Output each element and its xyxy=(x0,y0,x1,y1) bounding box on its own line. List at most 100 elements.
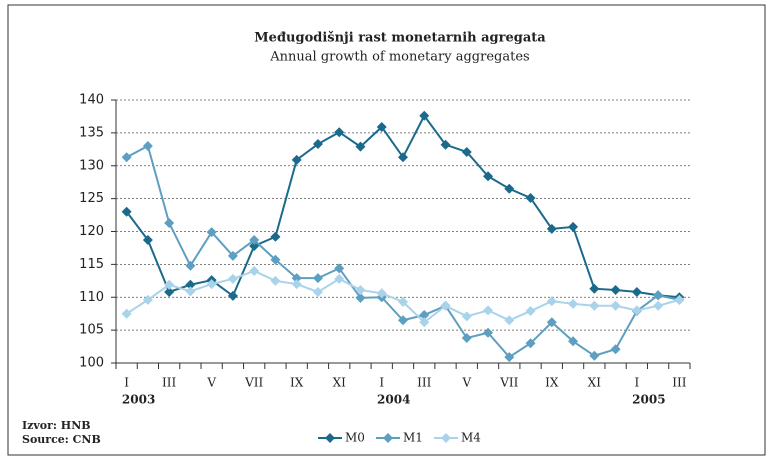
marker xyxy=(291,273,302,284)
marker xyxy=(355,285,366,296)
marker xyxy=(121,206,132,217)
x-tick-label: XI xyxy=(333,376,347,390)
x-tick-label: III xyxy=(417,376,431,390)
x-tick-label: V xyxy=(206,376,216,390)
marker xyxy=(546,317,557,328)
marker xyxy=(312,273,323,284)
legend-label: M4 xyxy=(461,431,481,445)
y-tick-label: 100 xyxy=(79,356,104,371)
marker xyxy=(461,333,472,344)
marker xyxy=(206,279,217,290)
x-tick-label: III xyxy=(672,376,686,390)
y-tick-label: 120 xyxy=(79,224,104,239)
marker xyxy=(142,294,153,305)
marker xyxy=(483,327,494,338)
series-line xyxy=(126,144,680,359)
marker xyxy=(589,283,600,294)
marker xyxy=(568,221,579,232)
marker xyxy=(334,263,345,274)
marker xyxy=(185,260,196,271)
year-label: 2003 xyxy=(122,393,155,407)
marker xyxy=(546,223,557,234)
marker xyxy=(227,250,238,261)
marker xyxy=(653,290,664,301)
marker xyxy=(631,305,642,316)
marker xyxy=(461,311,472,322)
marker xyxy=(164,279,175,290)
marker xyxy=(312,139,323,150)
marker xyxy=(142,235,153,246)
marker xyxy=(568,336,579,347)
marker xyxy=(483,305,494,316)
y-tick-label: 125 xyxy=(79,191,104,206)
marker xyxy=(164,217,175,228)
marker xyxy=(398,296,408,307)
marker xyxy=(610,344,621,355)
marker xyxy=(334,127,345,138)
series-line xyxy=(125,113,680,299)
y-tick-label: 115 xyxy=(79,257,104,272)
marker xyxy=(525,338,536,349)
marker xyxy=(355,141,366,152)
marker xyxy=(376,288,387,299)
legend-marker xyxy=(441,433,451,443)
x-tick-label: IX xyxy=(290,376,304,390)
x-tick-label: V xyxy=(461,376,471,390)
x-tick-label: IX xyxy=(545,376,559,390)
chart-title: Međugodišnji rast monetarnih agregata xyxy=(254,31,546,46)
legend-marker xyxy=(325,433,335,443)
marker xyxy=(461,146,472,157)
marker xyxy=(334,273,345,284)
marker xyxy=(419,310,430,321)
marker xyxy=(610,285,621,296)
marker xyxy=(270,275,281,286)
marker xyxy=(185,286,196,297)
year-label: 2005 xyxy=(632,393,665,407)
marker xyxy=(653,300,664,311)
marker xyxy=(355,292,366,303)
marker xyxy=(546,296,557,307)
legend-marker xyxy=(383,433,393,443)
x-tick-label: VII xyxy=(244,376,263,390)
y-tick-label: 110 xyxy=(79,290,104,305)
x-tick-label: III xyxy=(162,376,176,390)
marker xyxy=(121,152,132,163)
x-tick-label: VII xyxy=(499,376,518,390)
y-tick-label: 135 xyxy=(79,125,104,140)
x-tick-label: XI xyxy=(588,376,602,390)
marker xyxy=(589,350,600,361)
marker xyxy=(610,300,621,311)
marker xyxy=(419,110,430,121)
marker xyxy=(631,286,642,297)
y-tick-label: 105 xyxy=(79,323,104,338)
marker xyxy=(270,231,281,242)
source: Source: CNB xyxy=(22,433,101,446)
x-tick-label: I xyxy=(124,376,129,390)
marker xyxy=(270,254,281,265)
marker xyxy=(398,152,408,163)
marker xyxy=(398,315,408,326)
marker xyxy=(142,141,153,152)
x-tick-label: I xyxy=(379,376,384,390)
marker xyxy=(185,279,196,290)
marker xyxy=(419,317,430,328)
marker xyxy=(674,294,685,305)
marker xyxy=(249,265,260,276)
legend-label: M1 xyxy=(403,431,423,445)
frame xyxy=(7,4,766,456)
y-tick-label: 140 xyxy=(79,93,104,108)
marker xyxy=(164,286,175,297)
marker xyxy=(227,273,238,284)
chart-subtitle: Annual growth of monetary aggregates xyxy=(269,50,529,65)
marker xyxy=(525,192,536,203)
marker xyxy=(504,315,515,326)
marker xyxy=(440,300,451,311)
source: Izvor: HNB xyxy=(22,419,91,432)
marker xyxy=(525,306,536,317)
year-label: 2004 xyxy=(377,393,410,407)
marker xyxy=(504,183,515,194)
marker xyxy=(376,121,387,132)
y-tick-label: 130 xyxy=(79,158,104,173)
x-tick-label: I xyxy=(634,376,639,390)
